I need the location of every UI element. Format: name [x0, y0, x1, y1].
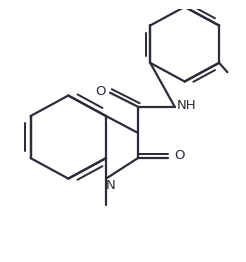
- Text: O: O: [175, 149, 185, 162]
- Text: N: N: [106, 179, 116, 193]
- Text: O: O: [95, 85, 106, 98]
- Text: NH: NH: [177, 99, 197, 112]
